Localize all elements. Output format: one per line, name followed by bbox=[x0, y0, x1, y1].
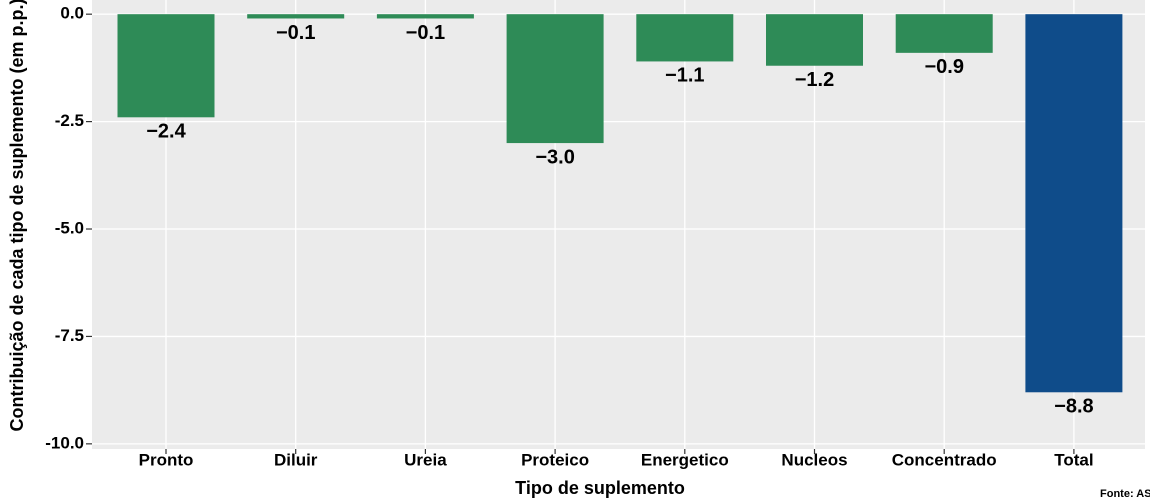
bar bbox=[766, 14, 863, 66]
value-label: −8.8 bbox=[1054, 396, 1093, 418]
y-tick-label: -2.5 bbox=[55, 111, 84, 130]
y-tick-label: 0.0 bbox=[60, 4, 84, 23]
x-tick-label: Concentrado bbox=[892, 450, 997, 469]
x-axis-title: Tipo de suplemento bbox=[515, 478, 685, 498]
y-axis-title: Contribuição de cada tipo de suplemento … bbox=[7, 0, 27, 432]
value-label: −3.0 bbox=[535, 146, 574, 168]
value-label: −0.1 bbox=[406, 22, 445, 44]
x-tick-label: Total bbox=[1054, 450, 1093, 469]
x-tick-label: Proteico bbox=[521, 450, 589, 469]
y-tick-label: -10.0 bbox=[45, 433, 84, 452]
x-tick-label: Nucleos bbox=[781, 450, 847, 469]
value-label: −0.1 bbox=[276, 22, 315, 44]
bar bbox=[247, 14, 345, 19]
panel bbox=[92, 0, 1145, 449]
bar bbox=[636, 14, 734, 62]
x-tick-label: Pronto bbox=[139, 450, 194, 469]
y-tick-label: -5.0 bbox=[55, 218, 84, 237]
bar bbox=[376, 14, 474, 19]
x-tick-label: Diluir bbox=[274, 450, 318, 469]
bar bbox=[117, 14, 215, 118]
bar bbox=[895, 14, 993, 53]
source-note: Fonte: ASBRAM bbox=[1100, 488, 1150, 499]
x-tick-label: Energetico bbox=[641, 450, 729, 469]
value-label: −0.9 bbox=[924, 56, 963, 78]
y-tick-label: -7.5 bbox=[55, 326, 84, 345]
value-label: −1.2 bbox=[795, 69, 834, 91]
value-label: −1.1 bbox=[665, 65, 704, 87]
bar bbox=[1025, 14, 1123, 393]
x-tick-label: Ureia bbox=[404, 450, 447, 469]
bar bbox=[506, 14, 604, 144]
value-label: −2.4 bbox=[146, 121, 186, 143]
